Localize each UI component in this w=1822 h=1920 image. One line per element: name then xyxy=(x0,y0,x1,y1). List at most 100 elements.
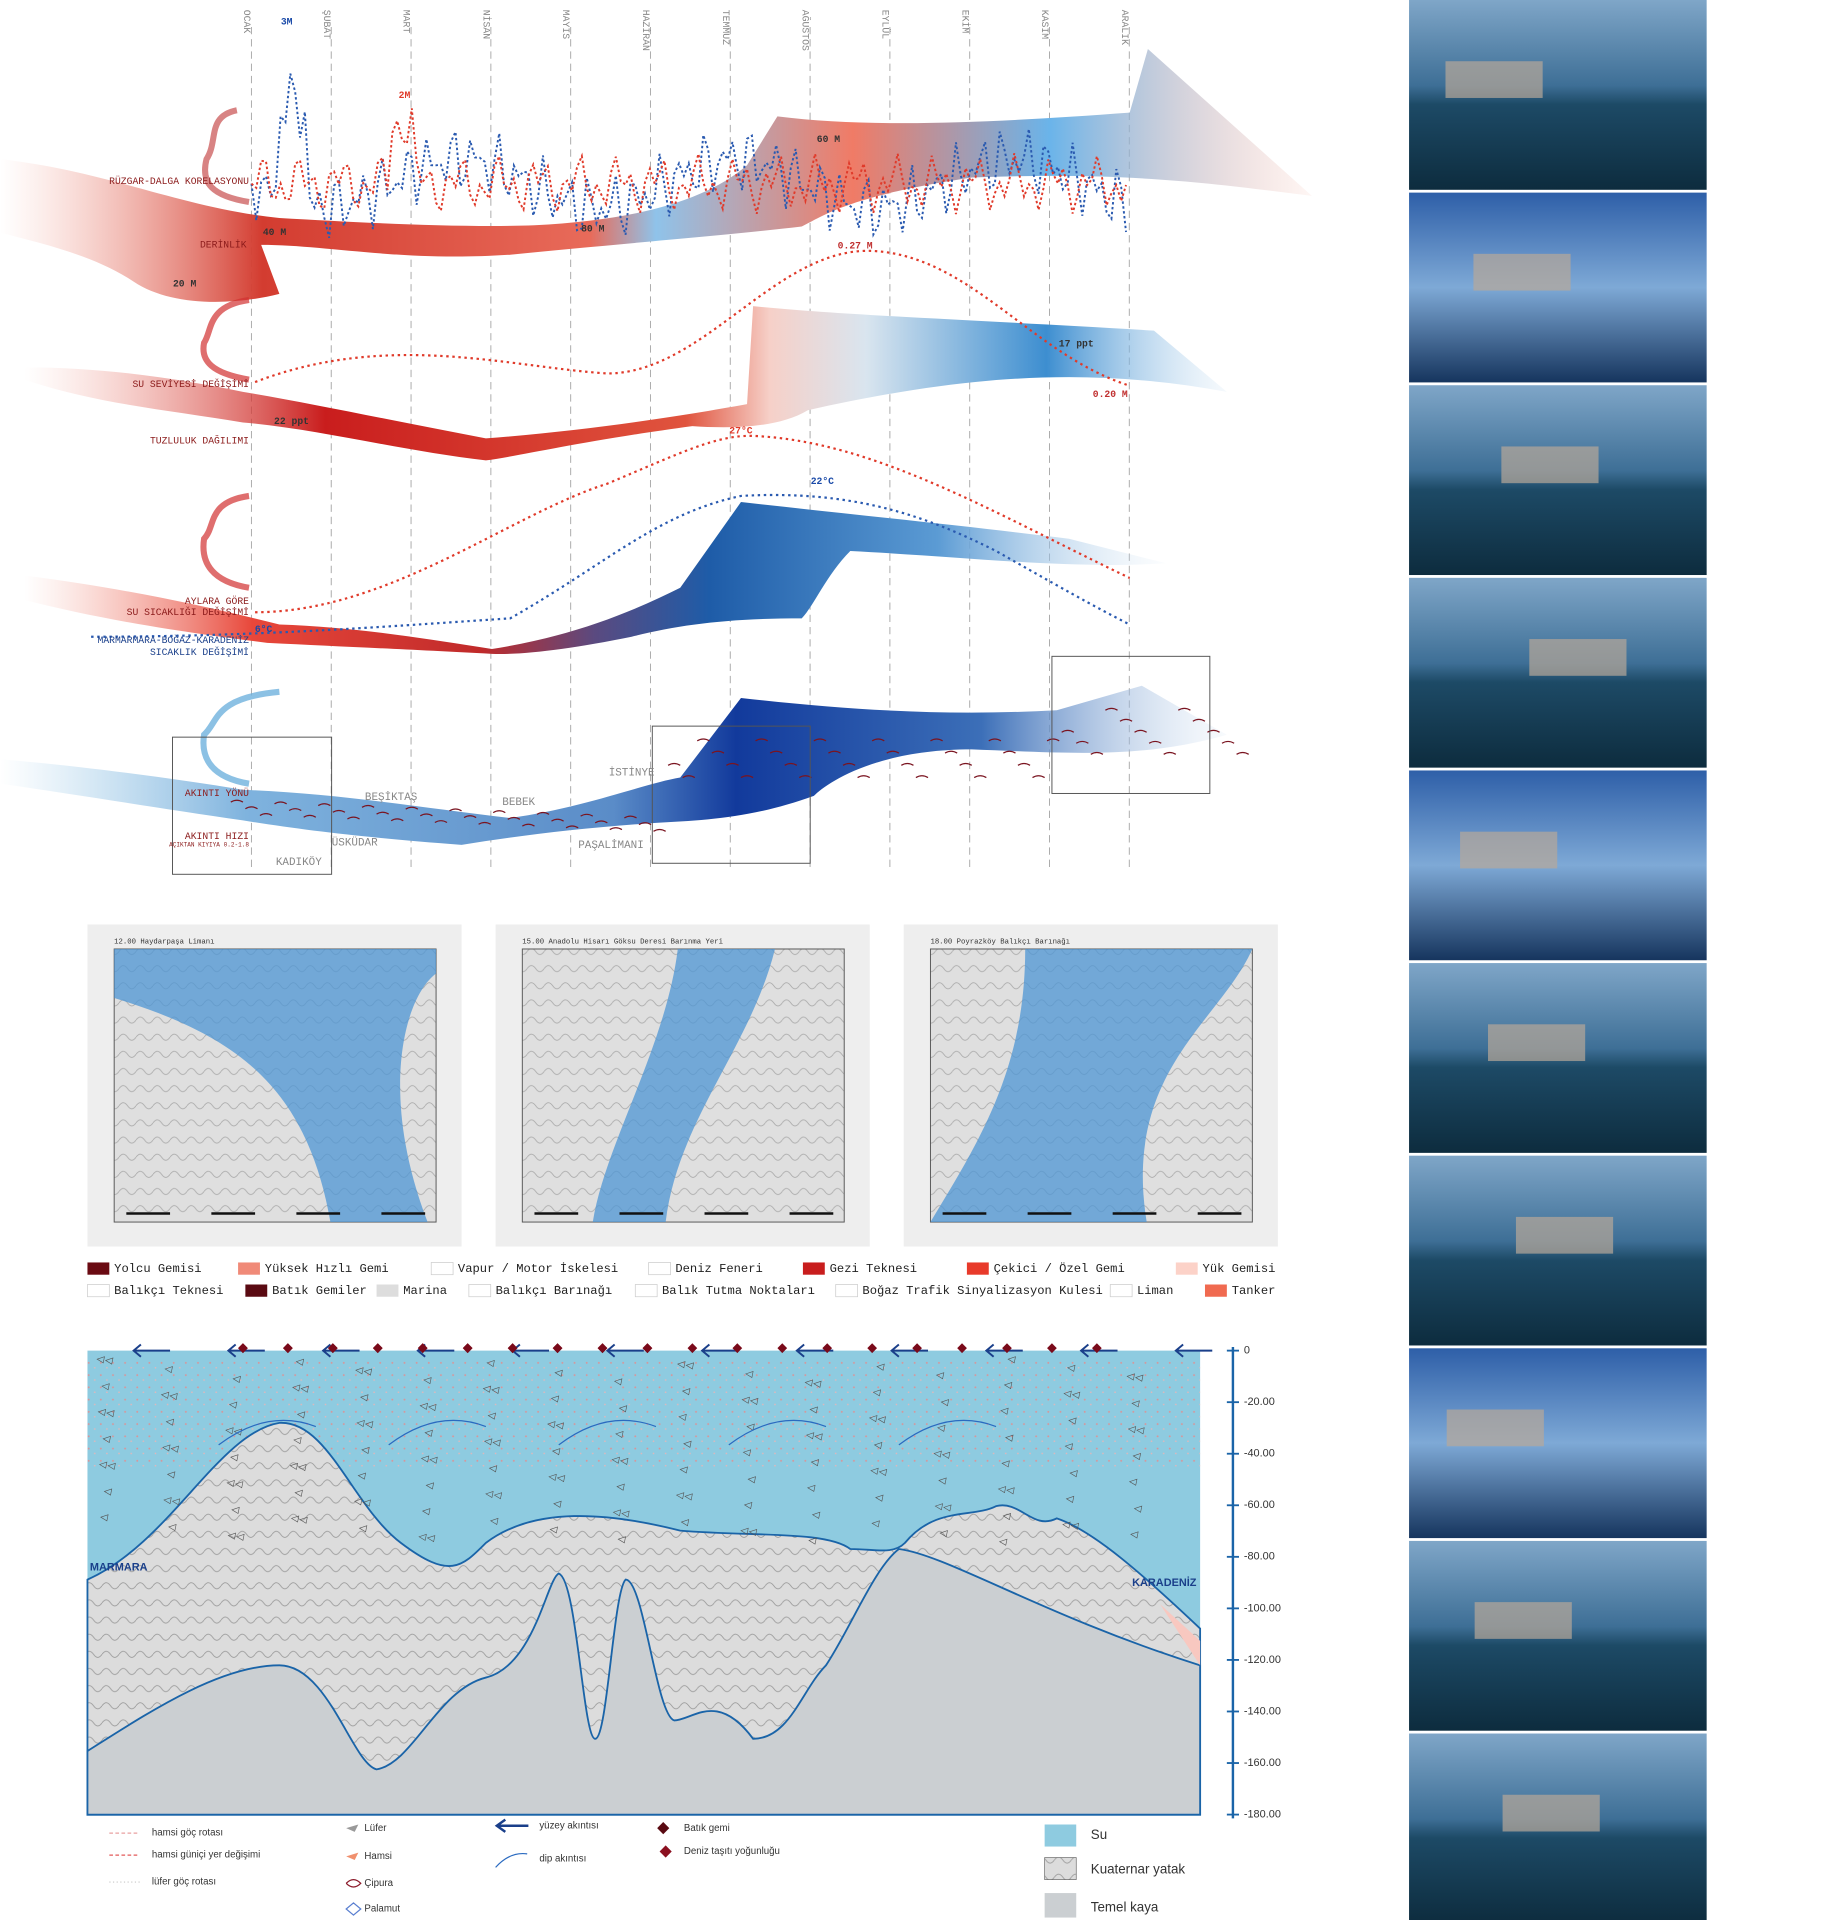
fish xyxy=(997,1486,1007,1494)
fish xyxy=(1062,1521,1071,1529)
fish xyxy=(1005,1434,1014,1442)
fish xyxy=(357,1472,367,1480)
vessel xyxy=(507,1343,518,1354)
fish xyxy=(300,1385,309,1393)
fish xyxy=(618,1405,628,1413)
current-arrow xyxy=(959,762,973,766)
annotation: 0.27 M xyxy=(838,241,873,252)
current-arrow xyxy=(988,738,1002,742)
annotation: 22°C xyxy=(811,476,834,487)
row-label: DERİNLİK xyxy=(200,239,247,250)
fish xyxy=(935,1372,945,1380)
annotation: 17 ppt xyxy=(1059,339,1094,350)
surface-arrow xyxy=(226,1343,265,1358)
fish xyxy=(805,1432,815,1440)
fish xyxy=(1003,1382,1013,1390)
section-legend-item: Çipura xyxy=(364,1878,393,1889)
vessel xyxy=(642,1343,653,1354)
current-arrow xyxy=(1046,738,1060,742)
legend-item: Yük Gemisi xyxy=(1203,1262,1276,1276)
fish xyxy=(236,1533,245,1541)
current-arrow xyxy=(696,738,710,742)
fish xyxy=(228,1401,238,1409)
fish xyxy=(742,1449,752,1457)
coast-line xyxy=(200,492,250,591)
fish xyxy=(100,1514,109,1522)
current-arrow xyxy=(842,762,856,766)
surface-arrow xyxy=(700,1343,739,1358)
fish xyxy=(493,1492,503,1500)
fish xyxy=(290,1515,300,1523)
fish xyxy=(617,1536,626,1544)
current-arrow xyxy=(347,816,360,820)
current-arrow xyxy=(1221,740,1235,744)
fish xyxy=(675,1492,685,1500)
fish xyxy=(363,1368,373,1376)
vessel xyxy=(283,1343,293,1354)
current-arrow xyxy=(740,775,754,779)
fish xyxy=(483,1438,493,1446)
row-label: AKINTI YÖNÜ xyxy=(185,788,249,799)
section-legend-item: hamsi güniçi yer değişimi xyxy=(152,1850,260,1861)
fish xyxy=(293,1437,302,1445)
legend-swatch xyxy=(430,1262,454,1276)
fish xyxy=(875,1494,884,1502)
month-label: MART xyxy=(401,10,412,34)
bedrock xyxy=(86,1548,1202,1816)
current-arrow xyxy=(405,806,419,810)
surface-arrow xyxy=(321,1343,360,1358)
current-arrow xyxy=(376,811,390,815)
depth-label: -140.00 xyxy=(1244,1705,1281,1717)
fish xyxy=(1136,1427,1145,1435)
depth-label: -20.00 xyxy=(1244,1396,1275,1408)
fish xyxy=(555,1422,565,1430)
current-arrow xyxy=(1163,751,1177,755)
section-legend-item: lüfer göç rotası xyxy=(152,1877,216,1888)
month-label: ARALIK xyxy=(1119,10,1130,45)
depth-ticks xyxy=(1226,1349,1239,1816)
current-arrow xyxy=(492,810,506,814)
fish xyxy=(748,1528,758,1537)
row-label: SICAKLIK DEĞİŞİMİ xyxy=(150,647,249,658)
current-arrow xyxy=(653,828,666,832)
legend-swatch xyxy=(238,1262,260,1275)
current-arrow xyxy=(1090,751,1104,755)
section-legend-item: Batık gemi xyxy=(684,1823,730,1834)
fish xyxy=(814,1433,823,1441)
photo-strip xyxy=(1409,0,1707,1920)
section-legend-item: yüzey akıntısı xyxy=(539,1820,598,1831)
current-arrow xyxy=(361,804,375,808)
vessel xyxy=(1002,1343,1012,1354)
fish xyxy=(487,1412,496,1420)
current-arrow xyxy=(1119,718,1133,722)
fish xyxy=(419,1402,428,1410)
fish xyxy=(745,1370,754,1379)
fish xyxy=(420,1455,430,1463)
swatch xyxy=(1044,1824,1077,1847)
annotation: 3M xyxy=(281,17,293,28)
legend-item: Balık Tutma Noktaları xyxy=(662,1284,815,1298)
swatch xyxy=(495,1852,528,1868)
fish xyxy=(169,1393,178,1401)
vessel xyxy=(372,1343,383,1354)
fish xyxy=(876,1363,885,1371)
current-arrow xyxy=(609,827,623,831)
fish xyxy=(488,1465,498,1473)
fish xyxy=(1130,1531,1139,1539)
fish xyxy=(808,1537,817,1545)
legend-swatch xyxy=(966,1262,989,1275)
current-arrows xyxy=(230,707,1250,832)
fish xyxy=(612,1509,622,1517)
fish xyxy=(616,1483,625,1491)
legend-swatch xyxy=(87,1284,110,1298)
month-label: TEMMUZ xyxy=(720,10,731,45)
fish xyxy=(869,1415,878,1423)
annotation: 20 M xyxy=(173,279,196,290)
fish xyxy=(553,1500,562,1508)
fish xyxy=(428,1404,437,1412)
fish xyxy=(811,1511,821,1519)
fish xyxy=(871,1520,880,1528)
fish xyxy=(98,1461,108,1469)
temp-line xyxy=(91,493,1131,638)
fish xyxy=(231,1506,240,1514)
